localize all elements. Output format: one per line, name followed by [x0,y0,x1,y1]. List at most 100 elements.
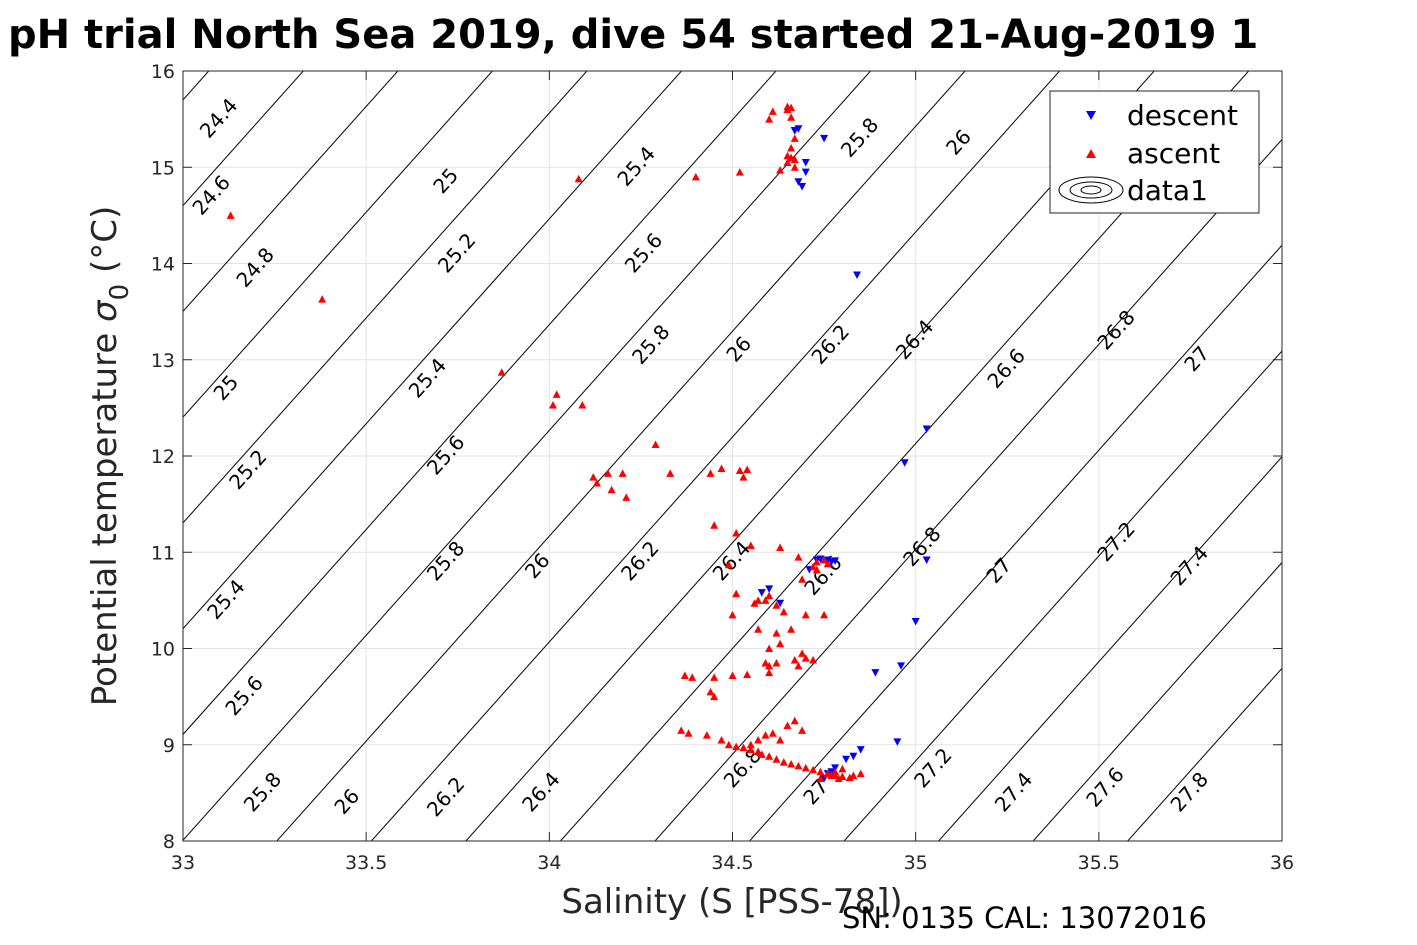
ascent-point [754,596,763,604]
ascent-point [754,625,763,633]
ascent-point [754,735,763,744]
ascent-point [761,731,770,739]
ascent-point [574,174,583,183]
ascent-point [779,758,788,766]
ascent-point [618,469,627,477]
ascent-point [834,774,843,782]
y-axis-ticks: 8 9 10 11 12 13 14 15 16 [151,61,1282,853]
ascent-point [680,671,689,679]
ascent-point [691,172,700,181]
ascent-point [717,464,726,473]
density-contour-line [1126,667,1282,841]
x-tick-label: 34 [537,852,561,874]
ascent-point [710,521,719,529]
legend-data1-label: data1 [1127,174,1208,207]
ascent-point [684,729,693,737]
x-tick-label: 35 [904,852,928,874]
ascent-point [607,485,616,494]
ascent-point [790,155,799,164]
ascent-point [548,400,557,409]
ascent-point [761,596,770,604]
ascent-point [820,610,829,619]
ascent-point [743,465,752,473]
y-tick-label: 14 [151,254,175,276]
ascent-point [794,553,803,561]
descent-point [816,555,825,563]
legend-ascent-label: ascent [1127,137,1220,170]
ascent-point [757,750,766,758]
x-tick-label: 36 [1270,852,1294,874]
ascent-point [779,607,788,616]
descent-point [842,755,851,764]
ascent-point [787,103,796,112]
ascent-point [717,735,726,744]
ascent-point [739,473,748,481]
ascent-point [735,466,744,474]
ascent-point [765,591,774,600]
legend-descent-label: descent [1127,99,1238,132]
chart-title: pH trial North Sea 2019, dive 54 started… [8,12,1258,58]
y-tick-label: 9 [163,735,175,757]
descent-point [794,125,803,133]
ascent-point [710,673,719,681]
ascent-point [809,562,818,571]
ascent-point [790,134,799,142]
ascent-point [728,610,737,619]
density-contour-line [370,71,1061,841]
ascent-point [765,644,774,652]
ascent-point [750,599,759,607]
ascent-point [761,658,770,667]
ascent-point [732,529,741,537]
ascent-point [735,168,744,176]
ascent-point [724,560,733,569]
ascent-point [728,671,737,679]
density-contour-line [654,138,1282,841]
y-axis-label: Potential temperature σ0 (°C) [85,206,135,706]
y-axis-label-symbol: σ [85,299,125,322]
ascent-point [603,469,612,477]
ascent-point [724,740,733,749]
ascent-point [816,767,825,776]
ascent-point [856,769,865,778]
ascent-point [732,589,741,598]
ascent-point [754,747,763,755]
ascent-point [776,735,785,744]
descent-point [871,669,880,677]
ascent-point [801,610,810,619]
ascent-point [849,771,858,780]
legend-descent-marker [1086,111,1096,120]
y-tick-label: 13 [151,350,175,372]
ascent-point [578,400,587,409]
descent-point [853,271,862,280]
ascent-point [776,639,785,648]
x-tick-label: 33.5 [345,852,387,874]
legend: descent ascent data1 [1049,90,1260,214]
descent-point [820,134,829,143]
density-contour-line [183,71,399,313]
ascent-point [790,716,799,725]
density-contour-line [1032,561,1282,841]
ascent-point [776,166,785,174]
ascent-point [732,742,741,751]
density-contour-line [183,71,588,524]
ascent-point [772,658,781,667]
ascent-point [776,543,785,551]
ascent-point [823,559,832,568]
contour-icon [1058,176,1124,204]
ascent-point [798,575,807,583]
ascent-point [746,541,755,550]
ascent-point [783,105,792,113]
ascent-point [765,115,774,123]
descent-point [801,168,810,177]
ascent-point [787,144,796,152]
descent-point [757,589,766,597]
ascent-point [688,673,697,681]
ascent-point [783,158,792,166]
ascent-point [783,721,792,729]
ascent-point [765,661,774,670]
ascent-point [746,745,755,754]
ascent-point [787,113,796,121]
x-tick-label: 33 [171,852,195,874]
ascent-point [706,469,715,477]
